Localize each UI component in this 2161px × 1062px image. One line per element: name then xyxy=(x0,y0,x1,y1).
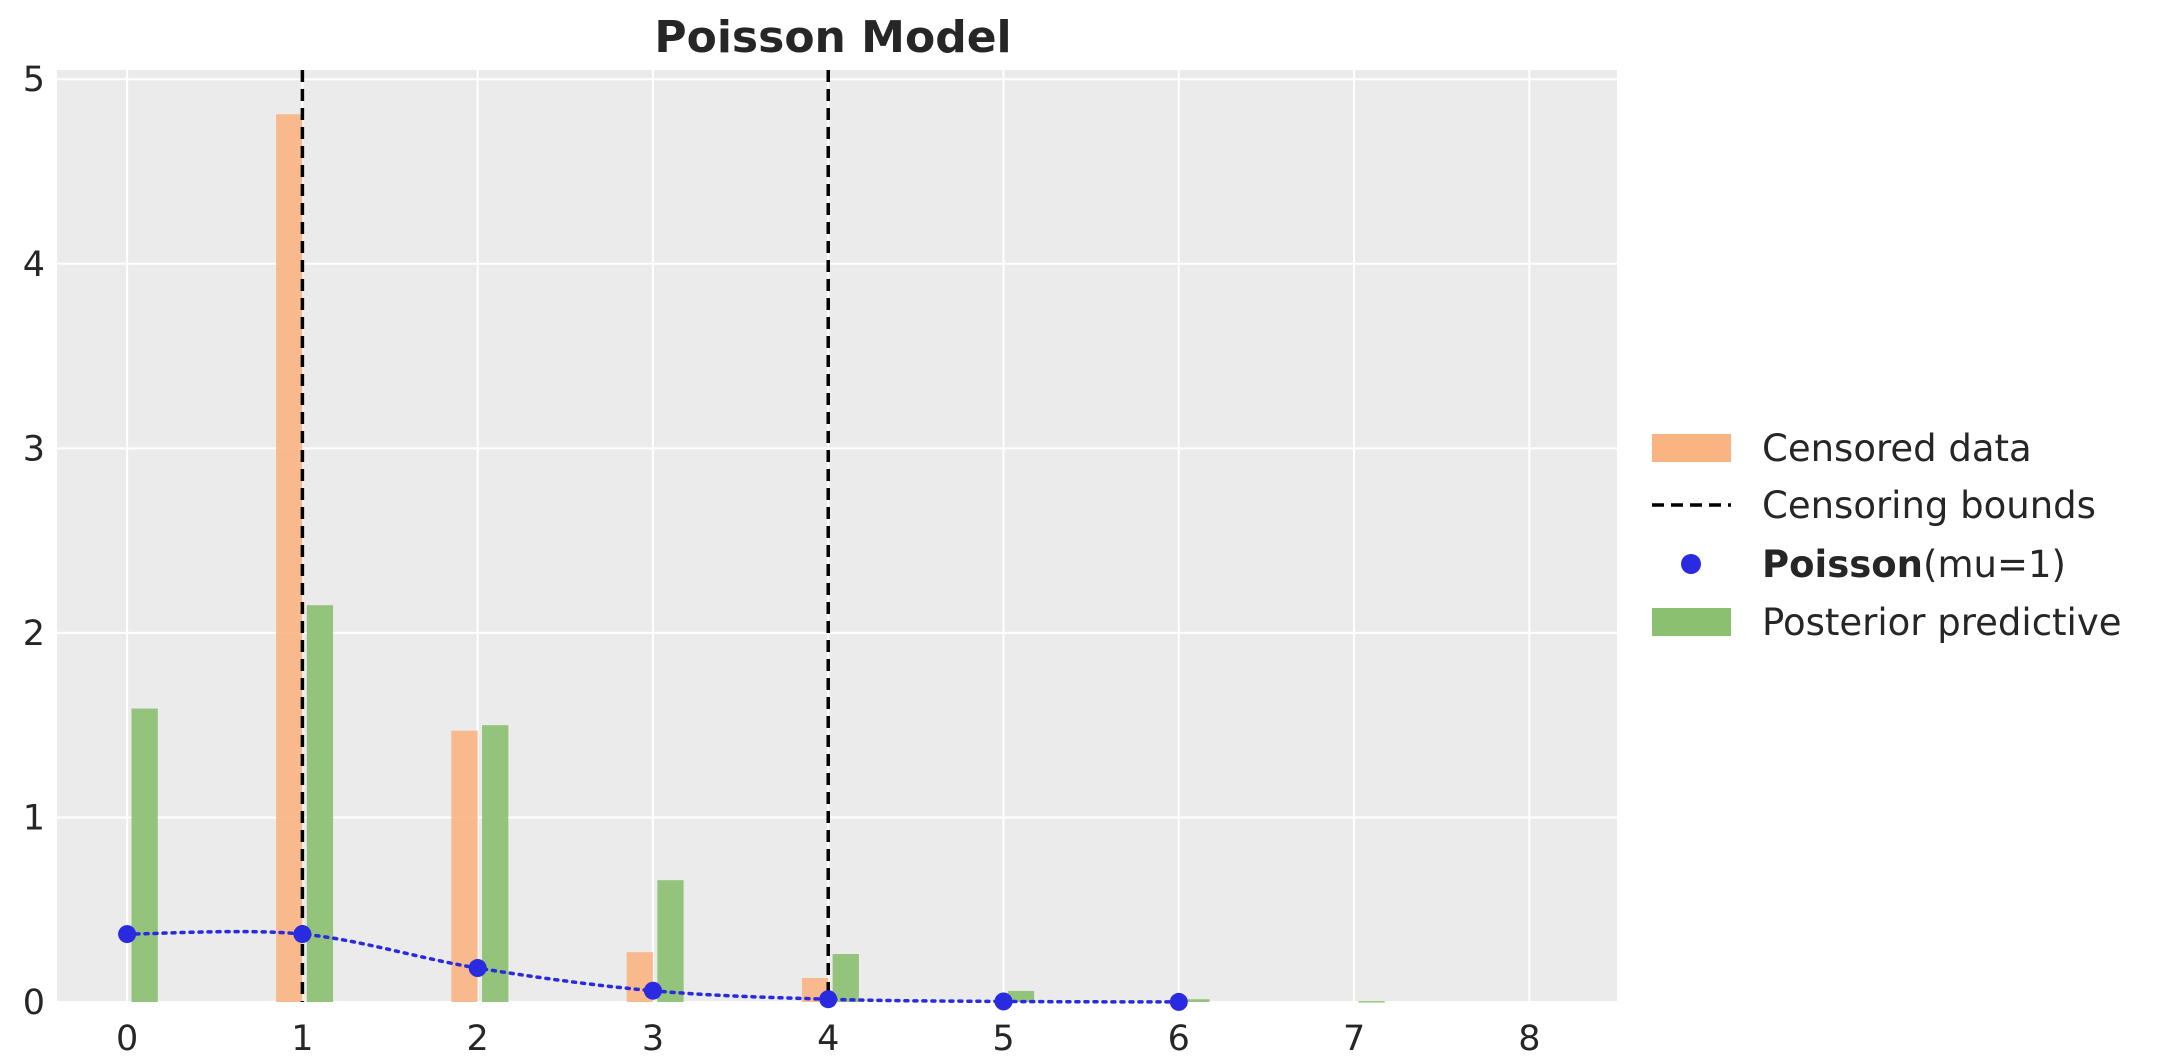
legend: Censored data Censoring bounds Poisson(mu=… xyxy=(1652,427,2122,644)
y-tick-label: 2 xyxy=(23,614,45,654)
x-tick-label: 2 xyxy=(467,1019,489,1059)
posterior-predictive-bar xyxy=(482,725,509,1002)
poisson-point xyxy=(819,990,838,1009)
x-tick-labels: 0 1 2 3 4 5 6 7 8 xyxy=(116,1019,1541,1059)
legend-label-posterior-predictive: Posterior predictive xyxy=(1762,601,2122,644)
poisson-point xyxy=(468,959,487,978)
censored-data-bar xyxy=(276,114,303,1002)
posterior-predictive-bar xyxy=(306,605,334,1002)
posterior-predictive-bar xyxy=(657,880,684,1002)
legend-swatch-posterior-predictive xyxy=(1652,608,1731,636)
legend-swatch-censored-data xyxy=(1652,434,1731,462)
x-tick-label: 4 xyxy=(817,1019,839,1059)
legend-label-censored-data: Censored data xyxy=(1762,427,2032,470)
y-tick-labels: 0 1 2 3 4 5 xyxy=(23,60,45,1023)
legend-label-poisson-bold: Poisson xyxy=(1762,543,1923,586)
x-tick-label: 5 xyxy=(992,1019,1014,1059)
posterior-predictive-bar xyxy=(1358,1001,1385,1003)
poisson-point xyxy=(643,981,662,1000)
x-tick-label: 7 xyxy=(1343,1019,1365,1059)
y-tick-label: 5 xyxy=(23,60,45,100)
chart-title: Poisson Model xyxy=(654,12,1011,63)
poisson-point xyxy=(118,925,137,944)
posterior-predictive-bar xyxy=(832,954,859,1002)
x-tick-label: 8 xyxy=(1518,1019,1540,1059)
y-tick-label: 4 xyxy=(23,245,45,285)
legend-label-poisson: Poisson(mu=1) xyxy=(1762,543,2066,586)
legend-label-censoring-bounds: Censoring bounds xyxy=(1762,484,2096,527)
censored-data-bars xyxy=(276,114,829,1002)
x-tick-label: 3 xyxy=(642,1019,664,1059)
legend-swatch-poisson xyxy=(1681,554,1701,574)
y-tick-label: 3 xyxy=(23,429,45,469)
posterior-predictive-bar xyxy=(1007,990,1035,1002)
poisson-point xyxy=(1169,992,1188,1011)
y-tick-label: 1 xyxy=(23,798,45,838)
x-tick-label: 6 xyxy=(1168,1019,1190,1059)
x-tick-label: 1 xyxy=(291,1019,313,1059)
posterior-predictive-bar xyxy=(1183,999,1210,1002)
legend-label-poisson-params: (mu=1) xyxy=(1923,543,2066,586)
censoring-bounds-lines xyxy=(300,70,830,1002)
poisson-series xyxy=(118,925,1188,1011)
y-tick-label: 0 xyxy=(23,983,45,1023)
posterior-predictive-bar xyxy=(131,708,158,1002)
poisson-point xyxy=(293,925,312,944)
poisson-point xyxy=(994,992,1013,1011)
censored-data-bar xyxy=(451,730,478,1002)
x-tick-label: 0 xyxy=(116,1019,138,1059)
